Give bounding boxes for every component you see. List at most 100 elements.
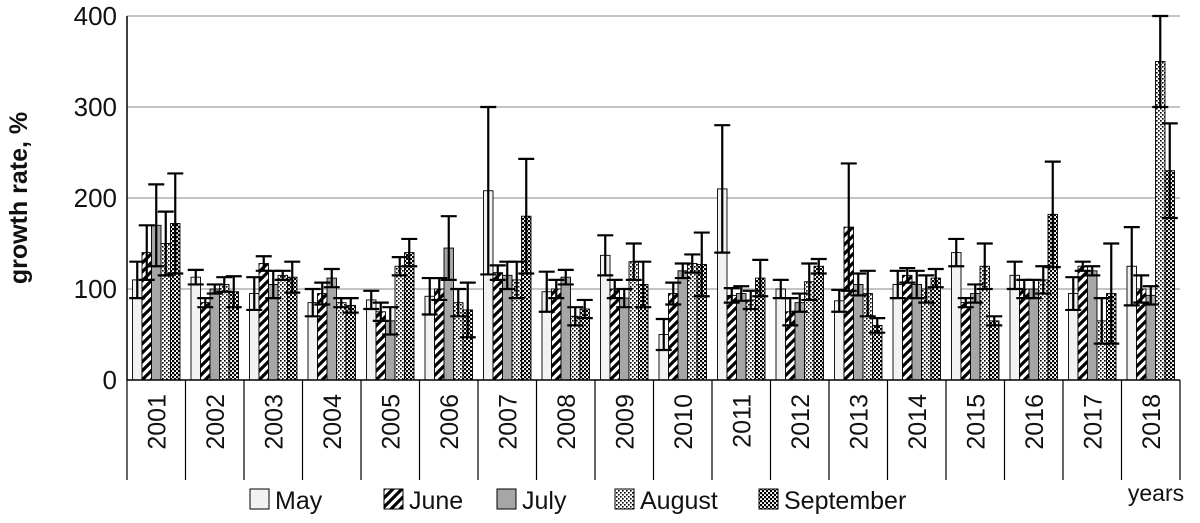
error-bar [1044,160,1061,269]
error-bar [810,257,827,275]
error-bar [157,210,174,277]
bar-may-2015 [951,252,962,381]
error-bar [401,237,418,268]
error-bar [791,292,808,313]
bar-june-2015 [960,302,971,381]
x-tick-label: 2014 [904,394,932,450]
x-tick-label: 2006 [436,394,464,450]
x-tick-label: 2003 [260,394,288,450]
error-bar [752,258,769,298]
error-bar [197,297,214,309]
error-bar [733,285,750,302]
bar-august-2004 [336,302,347,381]
error-bar [1084,265,1101,277]
error-bar [655,317,672,352]
error-bars [129,14,1178,352]
x-tick-label: 2007 [494,394,522,450]
y-tick-label: 300 [74,92,117,122]
error-bar [1123,226,1140,307]
bar-september-2015 [989,320,1000,381]
bar-june-2010 [668,293,679,381]
error-bar [889,269,906,300]
y-tick-label: 200 [74,183,117,213]
bar-july-2009 [619,297,630,381]
bar-july-2017 [1087,270,1098,381]
error-bar [1103,242,1120,345]
error-bar [225,275,242,309]
error-bar [304,287,321,318]
error-bar [742,289,759,311]
error-bar [927,267,944,289]
y-tick-label: 100 [74,274,117,304]
error-bar [187,268,204,286]
legend-label: August [640,487,718,515]
error-bar [508,260,525,300]
legend-item-may: May [249,487,323,515]
error-bar [918,274,935,304]
error-bar [859,269,876,318]
y-tick-label: 400 [74,1,117,31]
error-bar [548,278,565,300]
error-bar [1152,14,1169,109]
error-bar [723,286,740,304]
error-bar [129,260,146,300]
bar-june-2009 [609,288,620,381]
error-bar [597,234,614,277]
error-bar [480,105,497,276]
error-bar [255,255,272,272]
bar-june-2016 [1019,288,1030,381]
error-bar [684,253,701,274]
error-bar [869,317,886,334]
error-bar [557,268,574,286]
error-bar [323,267,340,289]
x-axis-label: years [1128,480,1184,506]
bar-july-2013 [853,284,864,381]
legend-swatch [614,488,635,510]
bar-july-2007 [502,274,513,381]
bar-june-2004 [317,293,328,381]
error-bar [148,183,165,268]
legend-swatch [249,488,270,510]
x-tick-label: 2005 [377,394,405,450]
error-bar [635,260,652,309]
bar-june-2002 [200,302,211,381]
error-bar [382,306,399,336]
legend-swatch [383,488,404,510]
error-bar [518,157,535,275]
error-bar [538,270,555,313]
bar-may-2016 [1009,274,1020,381]
x-tick-label: 2012 [787,394,815,450]
bar-august-2005 [394,265,405,381]
error-bar [957,297,974,309]
bar-june-2006 [434,288,445,381]
legend-label: June [409,487,463,515]
bar-june-2017 [1077,265,1088,381]
bar-may-2012 [775,288,786,381]
bar-june-2005 [375,311,386,381]
error-bar [850,272,867,297]
bar-september-2008 [579,308,590,381]
bar-may-2002 [190,276,201,381]
error-bar [459,281,476,339]
bar-august-2002 [219,284,230,381]
error-bar [976,242,993,291]
error-bar [1074,260,1091,272]
error-bar [616,287,633,309]
x-tick-label: 2017 [1079,394,1107,450]
legend-label: May [275,487,323,515]
bar-july-2004 [326,277,337,381]
bar-september-2012 [813,265,824,381]
bar-july-2008 [560,276,571,381]
error-bar [665,281,682,306]
bar-june-2008 [551,288,562,381]
error-bar [489,264,506,281]
legend: May June July August September [249,487,906,515]
x-tick-label: 2010 [670,394,698,450]
error-bar [606,278,623,300]
error-bar [908,269,925,300]
error-bar [986,315,1003,327]
legend-item-july: July [496,487,567,515]
bar-june-2014 [902,274,913,381]
error-bar [1065,276,1082,312]
